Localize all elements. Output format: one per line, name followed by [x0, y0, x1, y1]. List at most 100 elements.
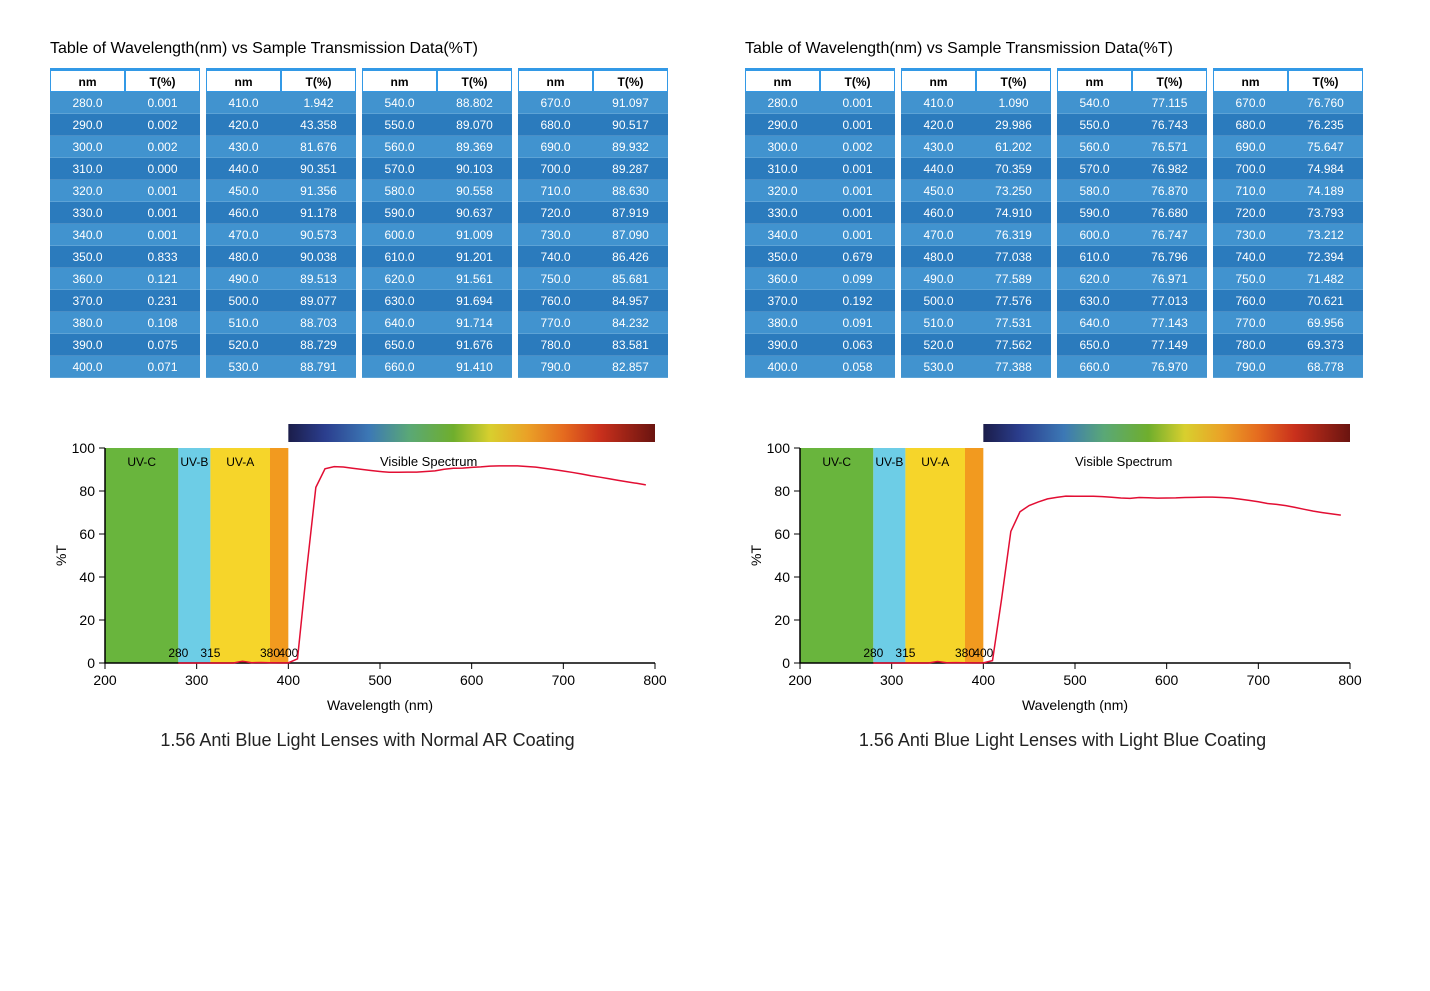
lens-panel: Table of Wavelength(nm) vs Sample Transm… [50, 40, 685, 751]
table-cell: 76.870 [1132, 180, 1207, 202]
table-cell: 590.0 [362, 202, 437, 224]
table-cell: 91.676 [437, 334, 512, 356]
table-cell: 530.0 [901, 356, 976, 378]
table-cell: 420.0 [901, 114, 976, 136]
table-cell: 68.778 [1288, 356, 1363, 378]
table-cell: 430.0 [901, 136, 976, 158]
table-cell: 440.0 [901, 158, 976, 180]
table-cell: 700.0 [518, 158, 593, 180]
table-cell: 760.0 [518, 290, 593, 312]
table-cell: 780.0 [518, 334, 593, 356]
table-cell: 740.0 [518, 246, 593, 268]
table-cell: 0.108 [125, 312, 200, 334]
table-cell: 90.038 [281, 246, 356, 268]
table-cell: 430.0 [206, 136, 281, 158]
uv-band [800, 448, 873, 663]
table-cell: 490.0 [206, 268, 281, 290]
y-axis-label: %T [748, 545, 764, 566]
table-cell: 0.121 [125, 268, 200, 290]
x-tick-label: 200 [93, 672, 117, 688]
band-boundary-label: 380 [260, 646, 280, 660]
table-cell: 650.0 [362, 334, 437, 356]
table-cell: 720.0 [518, 202, 593, 224]
table-cell: 400.0 [50, 356, 125, 378]
table-cell: 390.0 [745, 334, 820, 356]
table-cell: 0.001 [820, 92, 895, 114]
table-cell: 780.0 [1213, 334, 1288, 356]
table-cell: 81.676 [281, 136, 356, 158]
table-cell: 310.0 [50, 158, 125, 180]
table-cell: 82.857 [593, 356, 668, 378]
table-cell: 77.589 [976, 268, 1051, 290]
table-cell: 710.0 [518, 180, 593, 202]
x-tick-label: 800 [643, 672, 667, 688]
column-header: nm [1057, 70, 1132, 92]
table-cell: 290.0 [745, 114, 820, 136]
table-cell: 340.0 [50, 224, 125, 246]
visible-spectrum-label: Visible Spectrum [1075, 454, 1172, 469]
table-cell: 91.201 [437, 246, 512, 268]
table-cell: 680.0 [1213, 114, 1288, 136]
table-cell: 310.0 [745, 158, 820, 180]
table-cell: 0.075 [125, 334, 200, 356]
table-cell: 340.0 [745, 224, 820, 246]
table-cell: 76.982 [1132, 158, 1207, 180]
table-cell: 90.517 [593, 114, 668, 136]
table-cell: 390.0 [50, 334, 125, 356]
table-cell: 790.0 [1213, 356, 1288, 378]
table-cell: 70.621 [1288, 290, 1363, 312]
table-cell: 550.0 [362, 114, 437, 136]
table-cell: 480.0 [901, 246, 976, 268]
table-cell: 420.0 [206, 114, 281, 136]
table-cell: 76.970 [1132, 356, 1207, 378]
column-header: nm [518, 70, 593, 92]
table-cell: 61.202 [976, 136, 1051, 158]
table-cell: 77.013 [1132, 290, 1207, 312]
table-cell: 630.0 [1057, 290, 1132, 312]
table-cell: 630.0 [362, 290, 437, 312]
table-cell: 470.0 [206, 224, 281, 246]
table-cell: 280.0 [50, 92, 125, 114]
y-tick-label: 0 [87, 655, 95, 671]
x-tick-label: 400 [277, 672, 301, 688]
table-cell: 760.0 [1213, 290, 1288, 312]
table-cell: 71.482 [1288, 268, 1363, 290]
table-cell: 520.0 [901, 334, 976, 356]
table-cell: 510.0 [901, 312, 976, 334]
table-cell: 0.058 [820, 356, 895, 378]
y-tick-label: 20 [79, 612, 95, 628]
table-cell: 380.0 [50, 312, 125, 334]
table-cell: 85.681 [593, 268, 668, 290]
table-cell: 88.791 [281, 356, 356, 378]
table-cell: 660.0 [362, 356, 437, 378]
table-cell: 77.562 [976, 334, 1051, 356]
table-cell: 480.0 [206, 246, 281, 268]
table-cell: 74.984 [1288, 158, 1363, 180]
table-cell: 600.0 [1057, 224, 1132, 246]
table-cell: 89.287 [593, 158, 668, 180]
table-cell: 83.581 [593, 334, 668, 356]
column-header: T(%) [593, 70, 668, 92]
visible-spectrum-bar [983, 424, 1350, 442]
table-cell: 450.0 [206, 180, 281, 202]
table-cell: 0.001 [820, 114, 895, 136]
table-cell: 89.932 [593, 136, 668, 158]
table-cell: 380.0 [745, 312, 820, 334]
y-tick-label: 20 [774, 612, 790, 628]
table-cell: 350.0 [745, 246, 820, 268]
table-cell: 70.359 [976, 158, 1051, 180]
table-cell: 770.0 [1213, 312, 1288, 334]
table-cell: 460.0 [206, 202, 281, 224]
table-cell: 590.0 [1057, 202, 1132, 224]
table-cell: 450.0 [901, 180, 976, 202]
table-cell: 410.0 [206, 92, 281, 114]
column-header: T(%) [437, 70, 512, 92]
table-cell: 360.0 [50, 268, 125, 290]
band-boundary-label: 280 [168, 646, 188, 660]
uv-band [105, 448, 178, 663]
table-cell: 77.149 [1132, 334, 1207, 356]
x-tick-label: 500 [1063, 672, 1087, 688]
table-cell: 0.679 [820, 246, 895, 268]
table-title: Table of Wavelength(nm) vs Sample Transm… [50, 40, 685, 58]
band-label: UV-C [822, 455, 851, 469]
